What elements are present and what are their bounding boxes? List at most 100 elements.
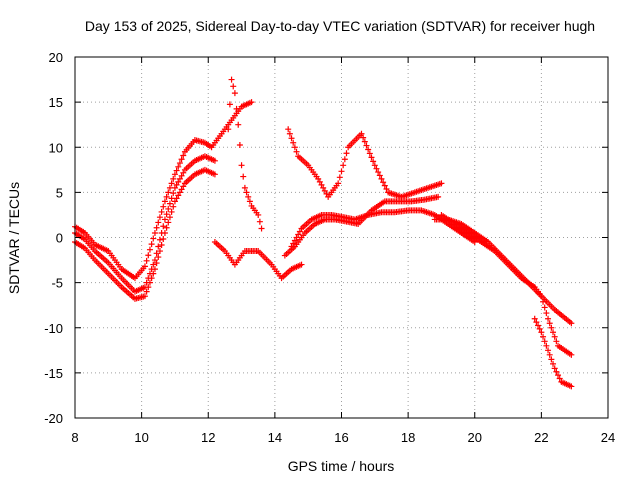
data-point	[378, 175, 385, 182]
x-tick-label: 20	[468, 430, 482, 445]
data-point	[293, 148, 300, 155]
x-tick-label: 10	[134, 430, 148, 445]
data-point	[180, 152, 187, 159]
y-tick-label: 15	[49, 95, 63, 110]
data-point	[158, 242, 165, 249]
y-tick-label: 0	[56, 231, 63, 246]
data-point	[541, 338, 548, 345]
data-point	[156, 236, 163, 243]
data-point	[335, 180, 342, 187]
data-point	[340, 162, 347, 169]
data-point	[246, 198, 253, 205]
data-point	[148, 241, 155, 248]
data-point	[151, 266, 158, 273]
data-point	[178, 172, 185, 179]
data-point	[533, 319, 540, 326]
data-point	[548, 356, 555, 363]
data-point	[160, 223, 167, 230]
series-track-10	[438, 211, 575, 358]
data-point	[545, 347, 552, 354]
data-point	[145, 252, 152, 259]
y-tick-label: -5	[51, 276, 63, 291]
data-point	[163, 193, 170, 200]
data-point	[363, 142, 370, 149]
data-point	[150, 235, 157, 242]
data-point	[153, 224, 160, 231]
data-point	[170, 203, 177, 210]
data-point	[255, 211, 262, 218]
series-track-11	[531, 315, 575, 390]
data-point	[163, 211, 170, 218]
data-point	[161, 198, 168, 205]
data-point	[535, 322, 542, 329]
data-point	[320, 184, 327, 191]
ticks-layer: 8 10 12 14 16 18 20 22 24 20 15 10 5 0 -5 -10 -15 -20	[44, 50, 615, 445]
data-point	[180, 183, 187, 190]
data-point	[243, 189, 250, 196]
data-point	[568, 383, 575, 390]
data-point	[540, 298, 547, 305]
data-point	[153, 260, 160, 267]
data-point	[370, 158, 377, 165]
data-point	[178, 186, 185, 193]
points-layer	[72, 76, 575, 390]
data-point	[211, 157, 218, 164]
data-point	[435, 193, 442, 200]
data-point	[156, 214, 163, 221]
data-point	[290, 139, 297, 146]
series-track-7	[281, 193, 442, 259]
data-point	[141, 263, 148, 270]
data-point	[256, 218, 263, 225]
data-point	[150, 270, 157, 277]
data-point	[231, 90, 238, 97]
data-point	[233, 105, 240, 112]
data-point	[173, 181, 180, 188]
data-point	[555, 372, 562, 379]
data-point	[298, 261, 305, 268]
data-point	[546, 351, 553, 358]
data-point	[156, 248, 163, 255]
data-point	[381, 182, 388, 189]
series-track-4	[211, 239, 305, 282]
data-point	[141, 293, 148, 300]
data-point	[365, 146, 372, 153]
data-point	[150, 261, 157, 268]
data-point	[373, 165, 380, 172]
data-point	[158, 208, 165, 215]
data-point	[568, 351, 575, 358]
data-point	[323, 190, 330, 197]
y-tick-label: 10	[49, 140, 63, 155]
data-point	[146, 279, 153, 286]
data-point	[155, 254, 162, 261]
data-point	[240, 173, 247, 180]
data-point	[538, 329, 545, 336]
data-point	[145, 284, 152, 291]
data-point	[550, 329, 557, 336]
data-point	[553, 368, 560, 375]
data-point	[211, 171, 218, 178]
data-point	[173, 167, 180, 174]
data-point	[545, 315, 552, 322]
data-point	[543, 310, 550, 317]
data-point	[380, 179, 387, 186]
data-point	[176, 189, 183, 196]
data-point	[285, 126, 292, 133]
data-point	[166, 214, 173, 221]
data-point	[551, 365, 558, 372]
data-point	[171, 184, 178, 191]
data-point	[178, 156, 185, 163]
data-point	[376, 172, 383, 179]
data-point	[536, 325, 543, 332]
chart-title: Day 153 of 2025, Sidereal Day-to-day VTE…	[85, 18, 595, 34]
data-point	[315, 175, 322, 182]
data-point	[553, 338, 560, 345]
data-point	[238, 162, 245, 169]
data-point	[143, 257, 150, 264]
data-point	[371, 162, 378, 169]
data-point	[153, 250, 160, 257]
data-point	[531, 315, 538, 322]
data-point	[366, 150, 373, 157]
data-point	[341, 156, 348, 163]
